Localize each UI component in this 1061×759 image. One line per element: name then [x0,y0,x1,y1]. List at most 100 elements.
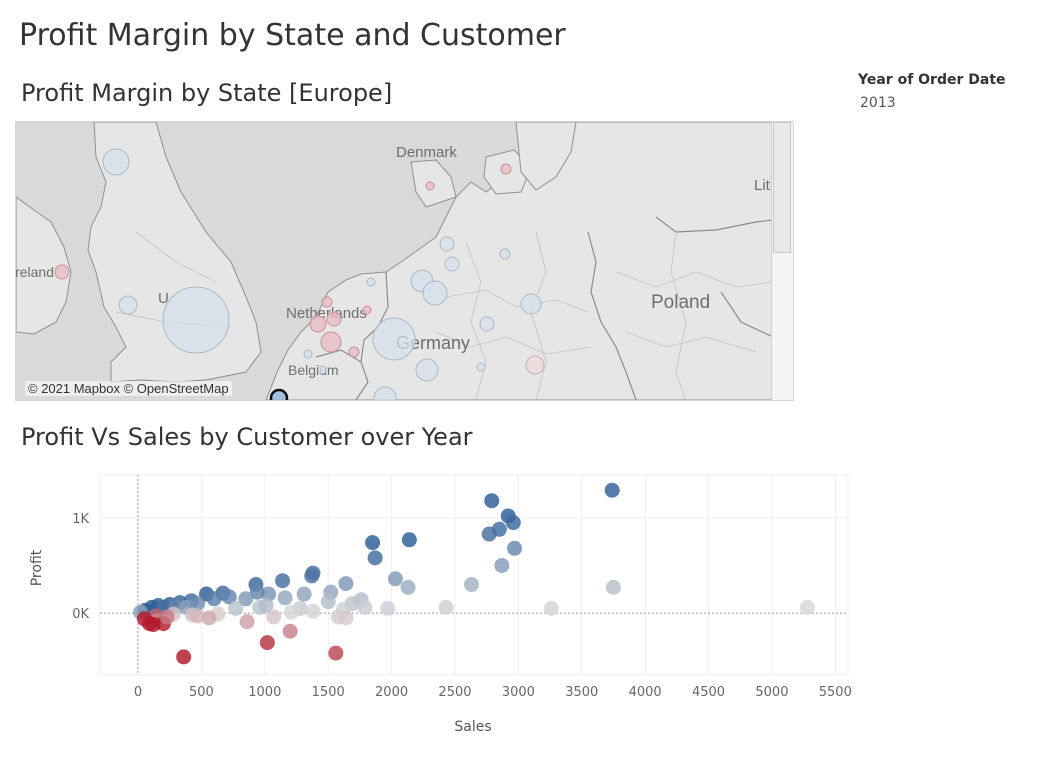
x-tick-label: 1500 [312,685,345,700]
scatter-point[interactable] [463,577,479,593]
map-bubble[interactable] [162,286,230,354]
scatter-point[interactable] [400,579,416,595]
map-credit[interactable]: © 2021 Mapbox © OpenStreetMap [25,381,232,396]
map-bubble[interactable] [326,311,342,327]
scatter-point[interactable] [201,610,217,626]
scatter-point[interactable] [221,589,237,605]
map-bubble[interactable] [520,293,542,315]
x-tick-label: 4000 [629,685,662,700]
map-bubble[interactable] [476,362,486,372]
map-bubble[interactable] [348,346,360,358]
map-land-ireland [16,196,72,335]
scatter-point[interactable] [507,540,523,556]
year-filter-label: Year of Order Date [858,72,1006,88]
scatter-point[interactable] [320,594,336,610]
x-tick-label: 3500 [565,685,598,700]
scatter-point[interactable] [239,614,255,630]
scatter-point[interactable] [259,635,275,651]
map-bubble[interactable] [444,256,460,272]
europe-map[interactable]: Denmark Poland Netherlands Germany Belgi… [15,121,794,401]
x-tick-label: 2500 [438,685,471,700]
scatter-point[interactable] [799,599,815,615]
scatter-point[interactable] [296,586,312,602]
map-bubble[interactable] [425,181,435,191]
scatter-point[interactable] [380,600,396,616]
scatter-point[interactable] [505,515,521,531]
scatter-point[interactable] [494,557,510,573]
scatter-point[interactable] [357,599,373,615]
map-bubble[interactable] [317,365,327,375]
map-bubble[interactable] [372,317,416,361]
scatter-point[interactable] [159,609,175,625]
scatter-point[interactable] [228,600,244,616]
scatter-point[interactable] [367,550,383,566]
scatter-point[interactable] [438,599,454,615]
x-tick-label: 0 [134,685,142,700]
map-label-lithuania: Lithuania [754,177,773,194]
scatter-point[interactable] [282,623,298,639]
y-tick-label: 1K [72,512,89,527]
year-filter-value[interactable]: 2013 [860,95,896,111]
map-bubble[interactable] [499,248,511,260]
scatter-point[interactable] [190,608,206,624]
scatter-point[interactable] [190,596,206,612]
map-bubble[interactable] [525,355,545,375]
map-bubble[interactable] [422,280,448,306]
scatter-point[interactable] [266,609,282,625]
scatter-point[interactable] [484,493,500,509]
scatter-point[interactable] [305,603,321,619]
map-bubble[interactable] [415,358,439,382]
map-scrollbar-thumb[interactable] [773,122,791,253]
x-axis-label: Sales [454,719,491,735]
map-bubble[interactable] [439,236,455,252]
scatter-point[interactable] [543,600,559,616]
map-bubble[interactable] [320,331,342,353]
scatter-point[interactable] [605,579,621,595]
map-scrollbar[interactable] [771,122,793,400]
map-label-belgium: Belgium [288,362,339,378]
scatter-point[interactable] [401,532,417,548]
map-bubble[interactable] [309,315,327,333]
map-bubble[interactable] [479,316,495,332]
scatter-point[interactable] [258,597,274,613]
map-bubble[interactable] [373,386,397,400]
x-tick-label: 5500 [819,685,852,700]
scatter-point[interactable] [249,584,265,600]
scatter-point[interactable] [136,611,152,627]
map-bubble[interactable] [362,305,372,315]
scatter-point[interactable] [338,610,354,626]
scatter-point[interactable] [304,568,320,584]
scatter-point[interactable] [206,591,222,607]
scatter-point[interactable] [328,645,344,661]
scatter-point[interactable] [387,571,403,587]
scatter-point[interactable] [365,535,381,551]
scatter-point[interactable] [604,482,620,498]
scatter-point[interactable] [238,591,254,607]
map-land-sweden [515,122,577,191]
map-bubble[interactable] [366,277,376,287]
map-bubble[interactable] [54,264,70,280]
scatter-point[interactable] [481,526,497,542]
map-bubble[interactable] [500,163,512,175]
map-bubble[interactable] [303,349,313,359]
map-bubble[interactable] [102,148,130,176]
scatter-point[interactable] [176,649,192,665]
map-bubble[interactable] [269,388,289,400]
plot-area [99,474,849,676]
scatter-point[interactable] [275,573,291,589]
scatter-point[interactable] [283,604,299,620]
x-tick-label: 2000 [375,685,408,700]
chart-points[interactable] [133,482,815,665]
map-bubble[interactable] [118,295,138,315]
map-label-poland: Poland [651,292,711,313]
map-bubbles [54,148,545,400]
dashboard-title: Profit Margin by State and Customer [19,18,566,53]
scatter-point[interactable] [261,586,277,602]
map-label-netherlands: Netherlands [286,305,367,322]
scatter-point[interactable] [338,576,354,592]
map-label-denmark: Denmark [396,144,457,161]
map-region-borders [115,231,773,400]
map-bubble[interactable] [321,296,333,308]
scatter-point[interactable] [277,590,293,606]
profit-sales-scatter[interactable]: 0 500 1000 1500 2000 2500 3000 3500 4000 4500 5000… [0,455,1061,759]
